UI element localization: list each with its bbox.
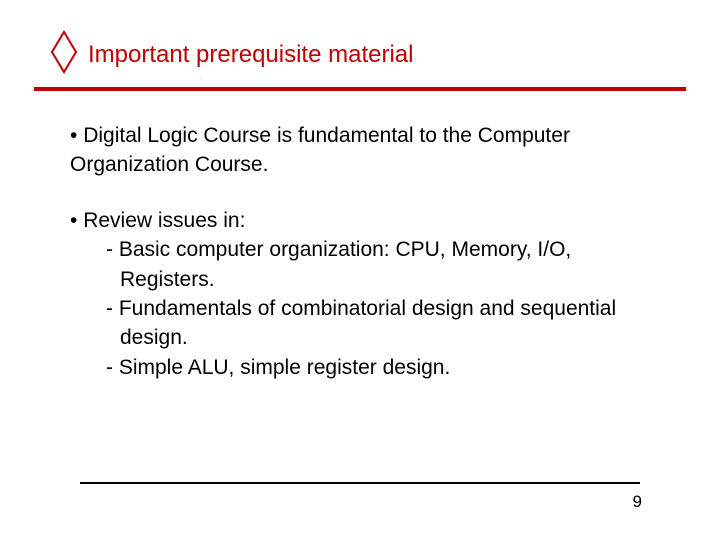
- sub-item-3: - Simple ALU, simple register design.: [84, 353, 660, 382]
- slide-body: • Digital Logic Course is fundamental to…: [0, 91, 720, 382]
- bullet-dot: •: [70, 124, 83, 147]
- sub-item-1: - Basic computer organization: CPU, Memo…: [84, 235, 660, 294]
- sub-item-2: - Fundamentals of combinatorial design a…: [84, 294, 660, 353]
- page-number: 9: [633, 492, 642, 512]
- review-head-text: Review issues in:: [83, 209, 245, 232]
- bullet-dot: •: [70, 209, 83, 232]
- review-heading: • Review issues in:: [70, 206, 660, 235]
- slide-title: Important prerequisite material: [88, 41, 413, 69]
- bullet-item-2: • Review issues in: - Basic computer org…: [70, 206, 660, 382]
- diamond-icon: [50, 30, 78, 79]
- footer-rule: [80, 482, 640, 484]
- slide-header: Important prerequisite material: [0, 0, 720, 79]
- bullet-item-1: • Digital Logic Course is fundamental to…: [70, 121, 660, 180]
- bullet-text-1: Digital Logic Course is fundamental to t…: [70, 124, 570, 176]
